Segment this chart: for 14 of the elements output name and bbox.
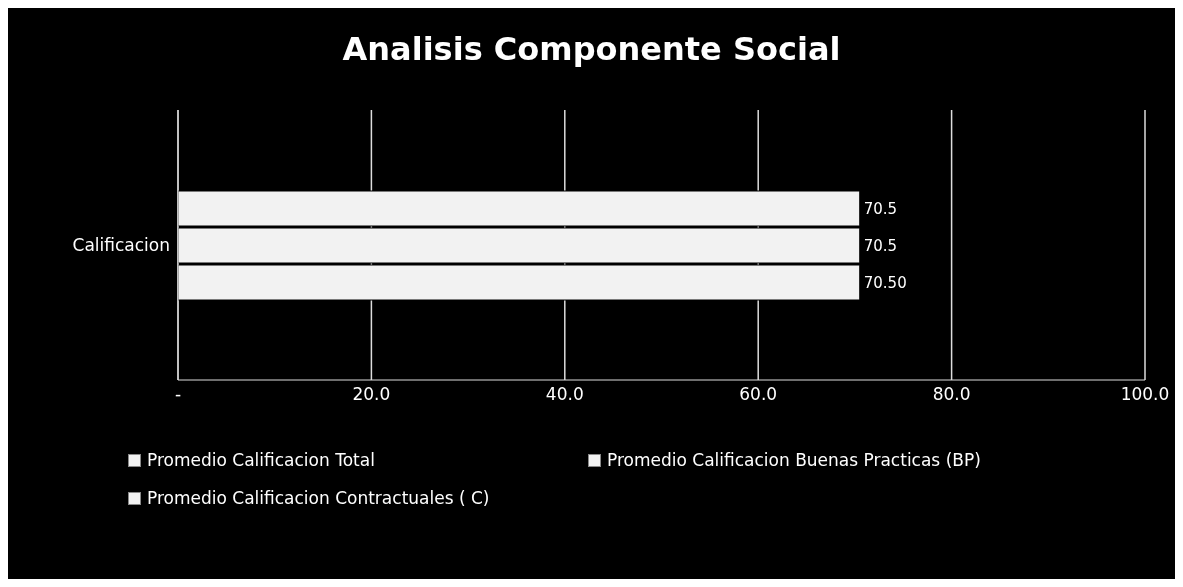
legend-label: Promedio Calificacion Buenas Practicas (BP) [607,450,981,470]
x-tick-label: 100.0 [1120,384,1170,405]
data-label: 70.50 [863,273,907,292]
x-tick-label: 40.0 [545,384,584,405]
data-label: 70.5 [863,236,898,255]
legend-label: Promedio Calificacion Contractuales ( C) [147,488,490,508]
x-tick-label: - [174,384,182,405]
legend-label: Promedio Calificacion Total [147,450,375,470]
y-tick-label: Calificacion [72,235,170,256]
data-label: 70.5 [863,199,898,218]
x-tick-label: 20.0 [352,384,391,405]
chart-title: Analisis Componente Social [341,29,842,70]
x-tick-label: 80.0 [932,384,971,405]
x-tick-label: 60.0 [739,384,778,405]
